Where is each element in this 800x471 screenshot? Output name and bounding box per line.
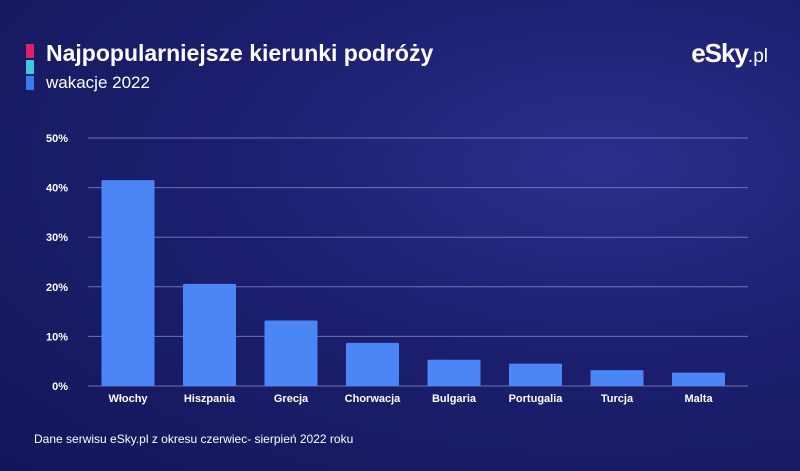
x-category-label: Hiszpania <box>184 393 236 405</box>
source-footnote: Dane serwisu eSky.pl z okresu czerwiec- … <box>34 432 354 446</box>
bar <box>346 342 399 386</box>
logo-suffix: .pl <box>747 46 768 67</box>
x-category-label: Chorwacja <box>345 393 402 405</box>
bar <box>183 283 236 386</box>
bar <box>672 372 725 386</box>
y-tick-label: 0% <box>52 381 68 393</box>
x-category-label: Włochy <box>108 393 148 405</box>
bar <box>264 320 318 386</box>
accent-bar-cyan <box>26 60 34 74</box>
accent-bar-blue <box>26 76 34 90</box>
x-category-label: Turcja <box>601 393 634 405</box>
x-category-label: Portugalia <box>509 393 564 405</box>
y-tick-label: 50% <box>46 133 68 145</box>
y-tick-label: 20% <box>46 282 68 294</box>
x-category-label: Bulgaria <box>432 393 477 405</box>
bar <box>427 359 481 386</box>
y-tick-label: 10% <box>46 331 68 343</box>
bar <box>509 363 562 386</box>
chart-title: Najpopularniejsze kierunki podróży <box>46 40 434 66</box>
accent-bar-pink <box>26 44 34 58</box>
logo-main: eSky <box>691 38 749 68</box>
bar <box>101 180 155 386</box>
esky-logo: eSky.pl <box>691 38 768 69</box>
bar <box>590 370 644 386</box>
y-tick-label: 30% <box>46 232 68 244</box>
x-category-label: Malta <box>684 393 713 405</box>
chart-subtitle: wakacje 2022 <box>46 73 150 92</box>
y-tick-label: 40% <box>46 183 68 195</box>
x-category-label: Grecja <box>274 393 309 405</box>
accent-bars <box>26 44 34 92</box>
